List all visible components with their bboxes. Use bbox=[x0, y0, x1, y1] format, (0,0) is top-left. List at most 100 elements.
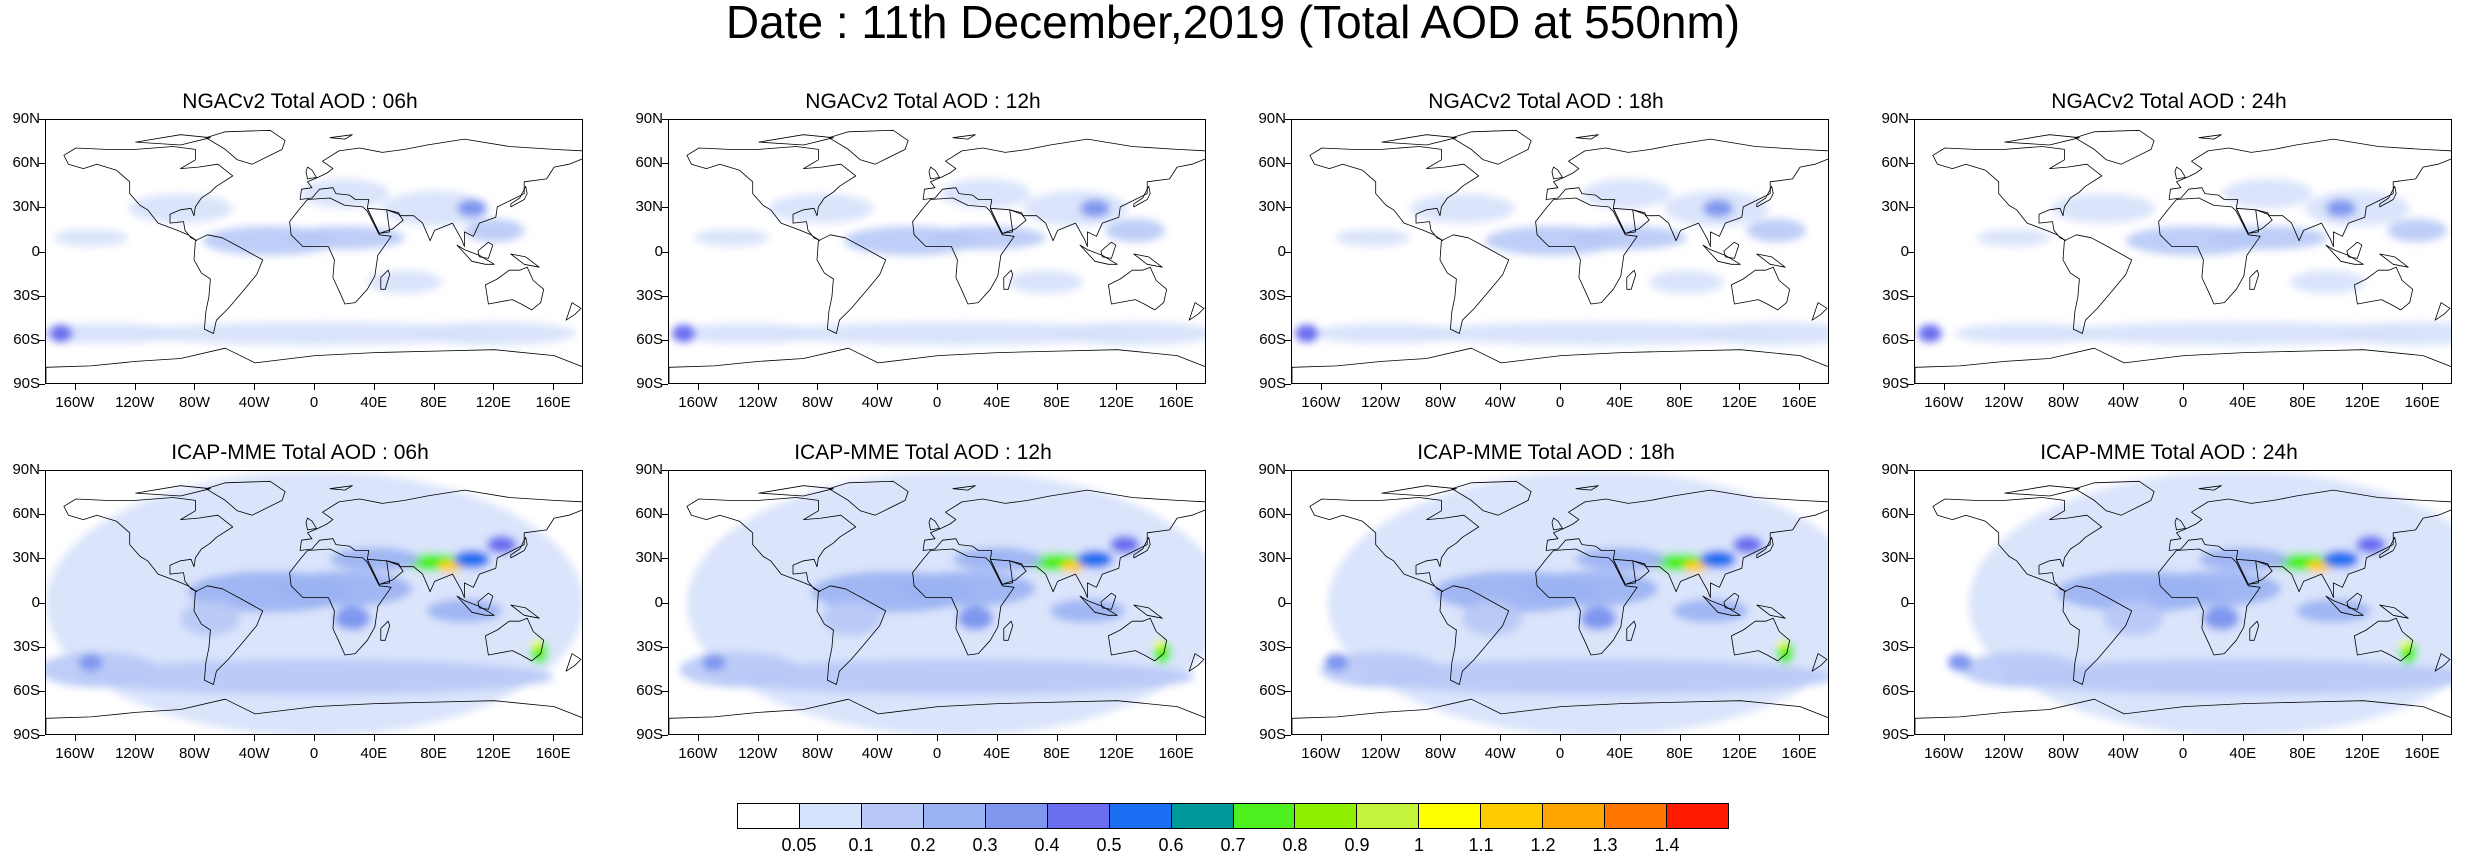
coastline-borneo bbox=[477, 592, 494, 610]
aod-map bbox=[46, 471, 582, 734]
coastline-australia bbox=[1107, 617, 1168, 662]
coastline-arabia bbox=[1612, 207, 1650, 234]
latitude-label: 60S bbox=[1259, 330, 1286, 348]
aerosol-plume bbox=[46, 323, 181, 344]
aerosol-plume bbox=[2325, 199, 2356, 218]
aerosol-plume bbox=[1417, 321, 1777, 346]
aod-map bbox=[669, 129, 1205, 383]
latitude-label: 90S bbox=[13, 726, 40, 743]
longitude-tick bbox=[254, 384, 256, 390]
longitude-label: 0 bbox=[1555, 745, 1565, 762]
latitude-tick bbox=[1908, 514, 1914, 516]
latitude-label: 60N bbox=[1258, 154, 1286, 172]
map-frame bbox=[45, 470, 583, 735]
latitude-tick bbox=[1285, 470, 1291, 471]
longitude-label: 120W bbox=[738, 745, 778, 762]
latitude-label: 90S bbox=[636, 726, 663, 743]
aerosol-plume bbox=[701, 653, 726, 672]
colorbar-level-label: 0.3 bbox=[972, 835, 998, 855]
aerosol-plume bbox=[1008, 270, 1083, 294]
coastline-north-america bbox=[686, 497, 857, 593]
aerosol-plume bbox=[334, 606, 371, 630]
longitude-label: 80W bbox=[2048, 394, 2079, 411]
aerosol-plume bbox=[1335, 228, 1411, 247]
coastline-australia bbox=[2353, 617, 2414, 662]
map-panel: ICAP-MME Total AOD : 12h 90N 60N 30N 0 30S 60S… bbox=[623, 441, 1223, 786]
longitude-label: 40E bbox=[360, 394, 388, 411]
longitude-tick bbox=[1739, 735, 1741, 741]
colorbar-swatch bbox=[985, 804, 1048, 828]
longitude-label: 160E bbox=[535, 745, 571, 762]
aerosol-plume bbox=[456, 199, 487, 218]
latitude-tick bbox=[1908, 558, 1914, 560]
longitude-tick bbox=[1320, 735, 1322, 741]
coastlines bbox=[46, 129, 582, 383]
longitude-label: 80W bbox=[1425, 745, 1456, 762]
coastline-south-america bbox=[193, 234, 264, 334]
aerosol-plume bbox=[1566, 226, 1687, 250]
longitude-label: 80E bbox=[1043, 394, 1070, 411]
coastline-svalbard bbox=[329, 134, 353, 140]
aerosol-plume bbox=[1683, 560, 1708, 573]
latitude-label: 60S bbox=[636, 681, 663, 699]
latitude-tick bbox=[662, 384, 668, 385]
aerosol-plume bbox=[285, 226, 405, 250]
coastline-madagascar bbox=[2249, 269, 2260, 290]
longitude-tick bbox=[373, 384, 375, 390]
map-panel: NGACv2 Total AOD : 18h 90N 60N 30N 0 30S 60S 90… bbox=[1246, 90, 1846, 435]
longitude-label: 40E bbox=[983, 394, 1011, 411]
aerosol-plume bbox=[716, 659, 1196, 695]
latitude-tick bbox=[1908, 119, 1914, 120]
colorbar-level-label: 0.7 bbox=[1220, 835, 1246, 855]
coastline-new-zealand bbox=[2434, 653, 2451, 672]
colorbar-level-label: 0.9 bbox=[1344, 835, 1370, 855]
aod-field bbox=[1947, 471, 2451, 734]
coastline-japan bbox=[510, 536, 528, 559]
colorbar-level-label: 1 bbox=[1413, 835, 1424, 855]
latitude-label: 30N bbox=[12, 198, 40, 216]
longitude-label: 80W bbox=[179, 745, 210, 762]
aerosol-plume bbox=[2355, 535, 2386, 554]
coastline-antarctica bbox=[1915, 698, 2451, 734]
aerosol-plume bbox=[1581, 178, 1672, 209]
latitude-label: 90S bbox=[1882, 726, 1909, 743]
coastline-arctic-is bbox=[2004, 485, 2080, 497]
latitude-label: 90S bbox=[1259, 726, 1286, 743]
latitude-label: 90N bbox=[12, 110, 40, 127]
map-panel: NGACv2 Total AOD : 06h 90N 60N 30N 0 30S 60S 90… bbox=[0, 90, 600, 435]
latitude-tick bbox=[662, 119, 668, 120]
coastline-borneo bbox=[1723, 592, 1740, 610]
longitude-tick bbox=[2003, 384, 2005, 390]
latitude-label: 30N bbox=[12, 549, 40, 567]
aod-map bbox=[1292, 129, 1828, 383]
coastline-new-guinea bbox=[1133, 253, 1163, 268]
longitude-label: 120E bbox=[2344, 745, 2380, 762]
latitude-label: 30S bbox=[636, 637, 663, 655]
longitude-tick bbox=[2003, 735, 2005, 741]
aerosol-plume bbox=[957, 606, 994, 630]
aerosol-plume bbox=[671, 323, 822, 344]
coastline-new-zealand bbox=[1188, 302, 1205, 321]
latitude-label: 0 bbox=[31, 593, 40, 611]
longitude-tick bbox=[1799, 384, 1801, 390]
aerosol-plume bbox=[1580, 606, 1617, 630]
latitude-label: 60N bbox=[12, 154, 40, 172]
aerosol-plume bbox=[2222, 178, 2313, 209]
longitude-label: 40E bbox=[2229, 745, 2257, 762]
longitude-tick bbox=[493, 384, 495, 390]
longitude-label: 120E bbox=[1721, 394, 1757, 411]
latitude-tick bbox=[39, 119, 45, 120]
longitude-label: 80W bbox=[1425, 394, 1456, 411]
coastline-australia bbox=[2353, 266, 2414, 311]
coastline-arctic-is bbox=[758, 134, 834, 146]
map-frame bbox=[1914, 119, 2452, 384]
latitude-label: 30S bbox=[1882, 637, 1909, 655]
longitude-tick bbox=[1056, 384, 1058, 390]
latitude-tick bbox=[39, 690, 45, 692]
latitude-tick bbox=[39, 163, 45, 165]
longitude-label: 160E bbox=[1781, 745, 1817, 762]
aerosol-plume bbox=[1076, 550, 1113, 569]
coastline-antarctica bbox=[46, 347, 582, 383]
colorbar-level-label: 0.05 bbox=[781, 835, 817, 855]
map-panel: ICAP-MME Total AOD : 24h 90N 60N 30N 0 30S 60S… bbox=[1869, 441, 2466, 786]
